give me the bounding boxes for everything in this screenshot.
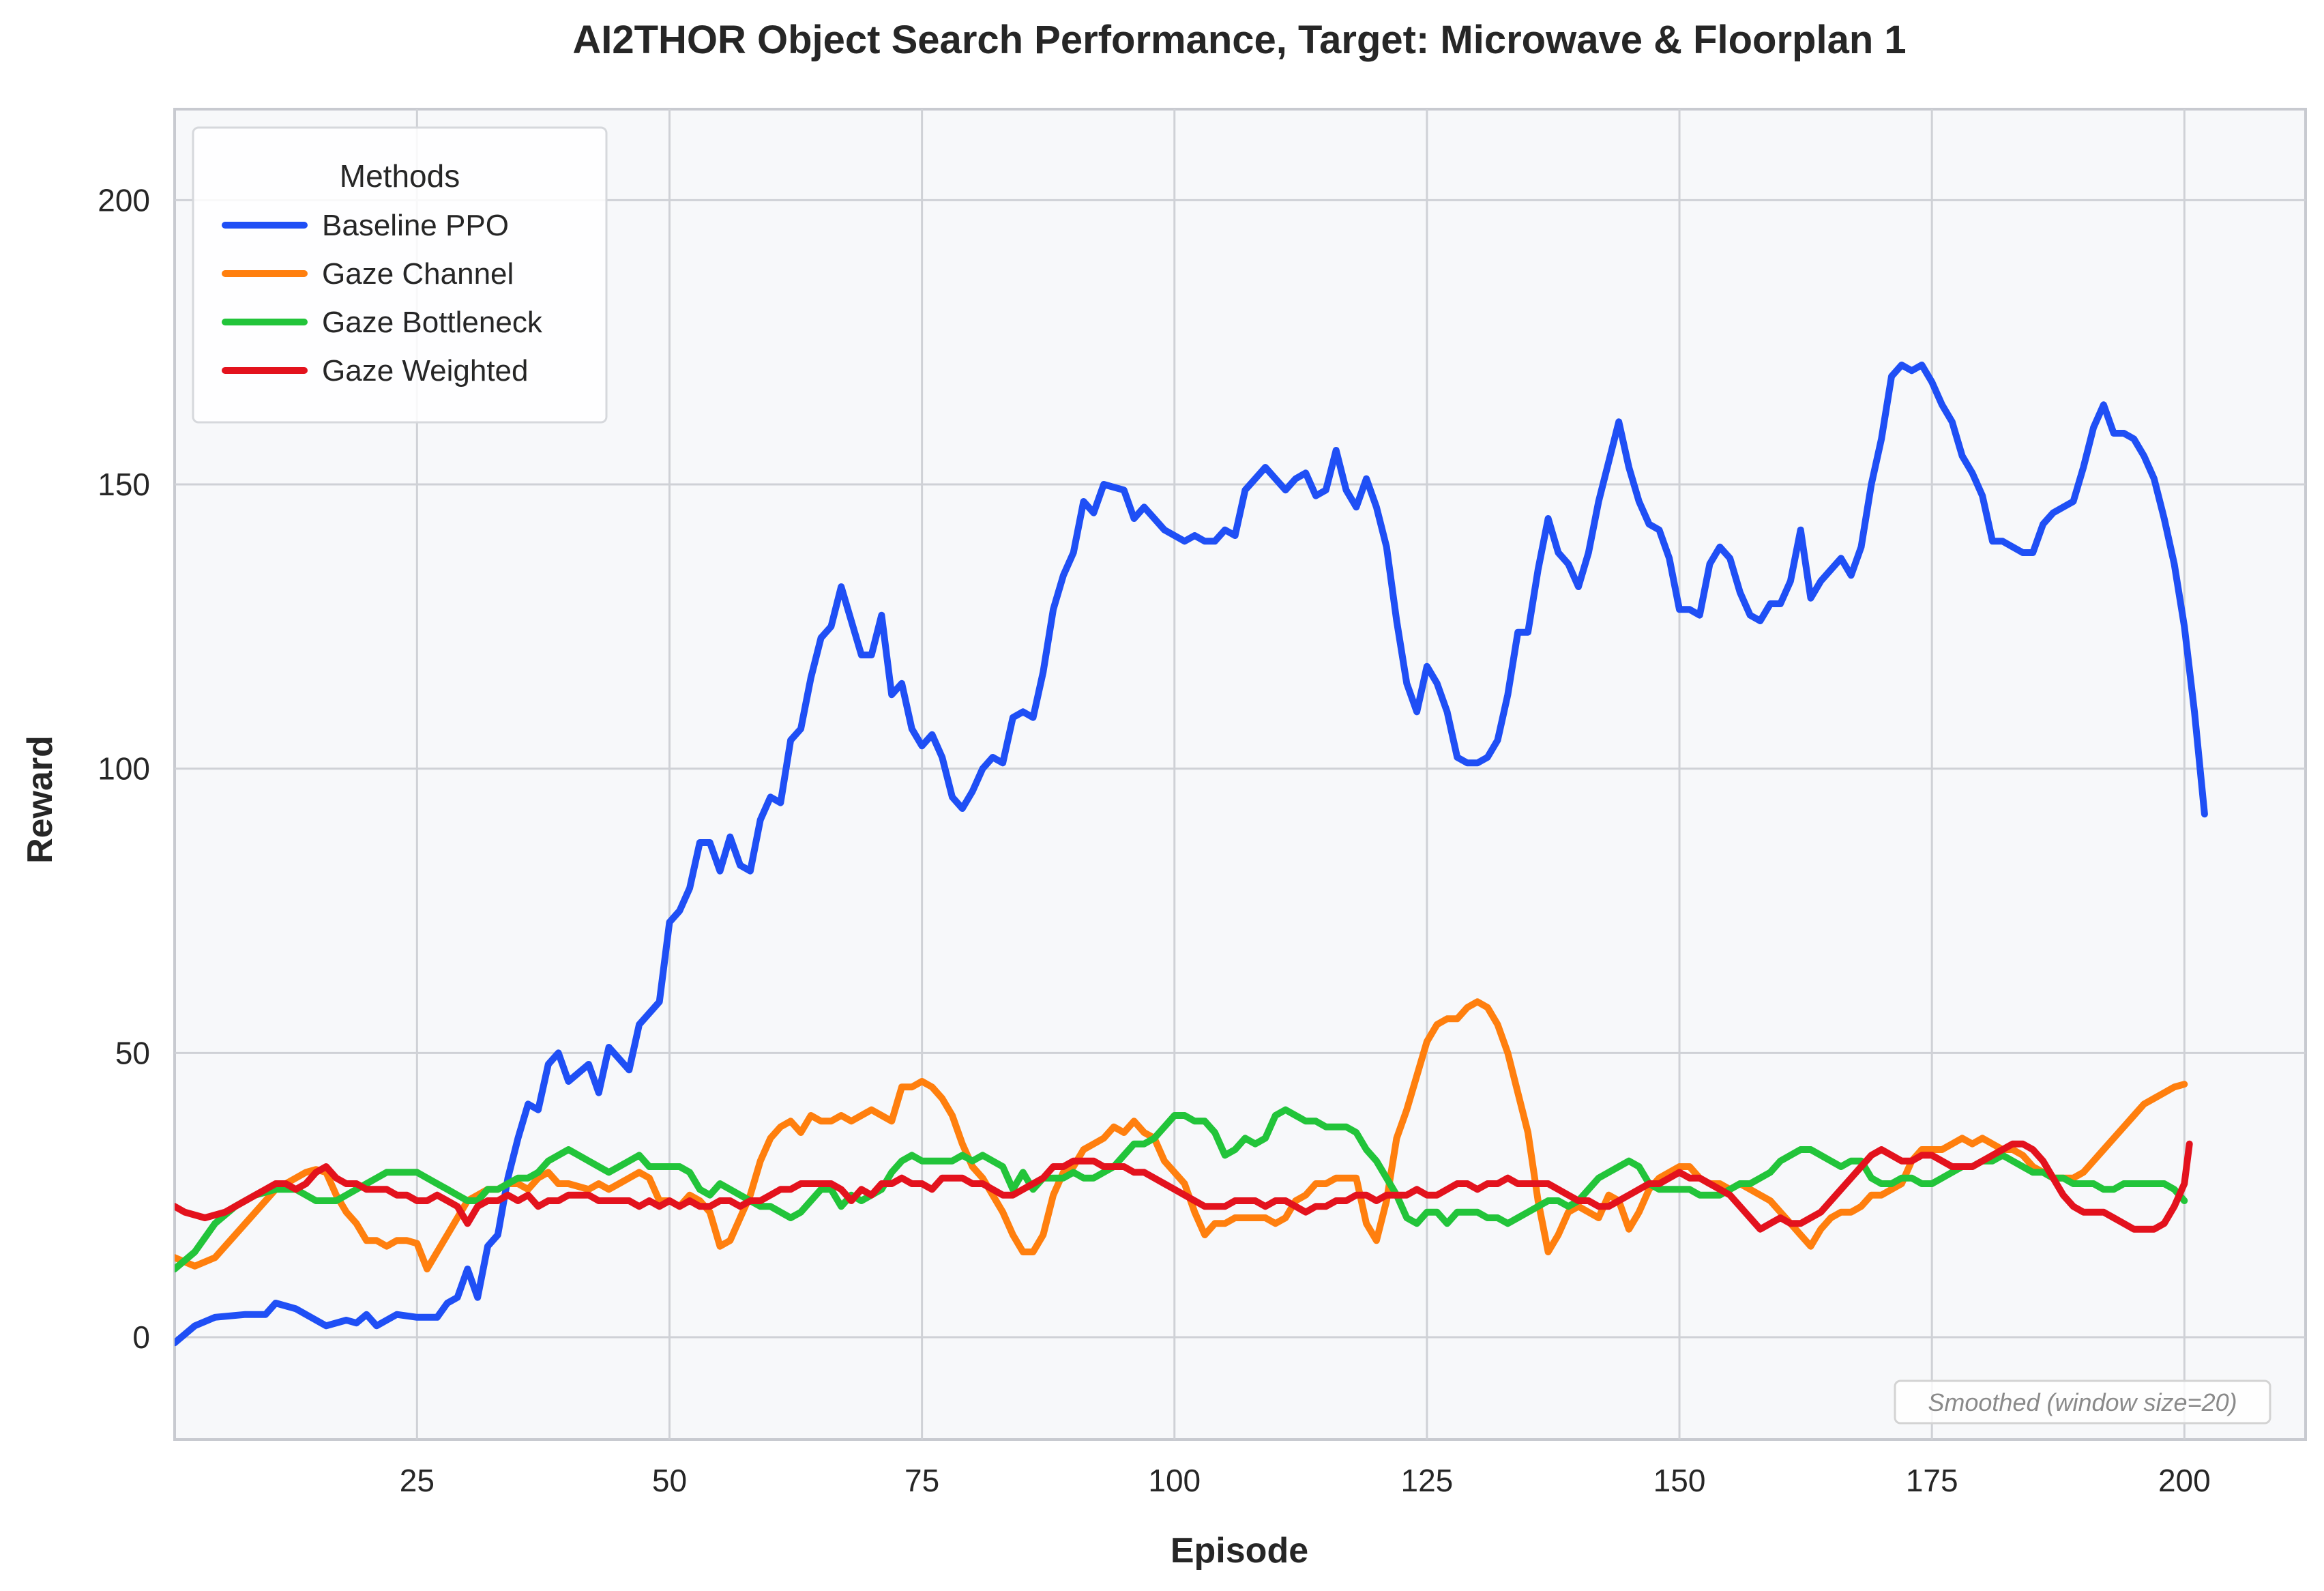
y-tick-label: 100 xyxy=(98,751,150,787)
series-line-baseline-ppo xyxy=(175,362,2208,1347)
grid-lines xyxy=(175,109,2306,1440)
series-line-gaze-bottleneck xyxy=(175,1106,2188,1272)
x-tick-label: 50 xyxy=(652,1463,687,1498)
x-tick-label: 75 xyxy=(904,1463,939,1498)
y-axis-label: Reward xyxy=(20,735,60,864)
y-tick-label: 200 xyxy=(98,182,150,218)
x-tick-label: 100 xyxy=(1148,1463,1201,1498)
x-tick-label: 125 xyxy=(1401,1463,1454,1498)
chart-title: AI2THOR Object Search Performance, Targe… xyxy=(572,18,1906,62)
x-tick-label: 25 xyxy=(400,1463,435,1498)
smoothing-note: Smoothed (window size=20) xyxy=(1894,1380,2271,1425)
legend-box xyxy=(192,126,608,424)
legend-title: Methods xyxy=(340,158,460,194)
legend: Methods Baseline PPO Gaze Channel Gaze Bot… xyxy=(192,126,608,424)
tick-labels: 25 50 75 100 125 150 175 200 0 50 100 150 200 xyxy=(98,182,2210,1498)
series-line-gaze-channel xyxy=(175,998,2188,1272)
x-tick-label: 150 xyxy=(1653,1463,1706,1498)
y-tick-label: 150 xyxy=(98,467,150,502)
smoothing-note-text: Smoothed (window size=20) xyxy=(1928,1388,2237,1416)
legend-label: Gaze Channel xyxy=(322,257,514,291)
note-box xyxy=(1894,1380,2271,1425)
y-tick-label: 0 xyxy=(132,1319,150,1355)
legend-label: Gaze Bottleneck xyxy=(322,306,543,339)
legend-label: Gaze Weighted xyxy=(322,354,528,388)
y-tick-label: 50 xyxy=(115,1035,150,1070)
x-axis-label: Episode xyxy=(1171,1531,1308,1571)
legend-label: Baseline PPO xyxy=(322,209,509,242)
x-tick-label: 200 xyxy=(2158,1463,2211,1498)
x-tick-label: 175 xyxy=(1906,1463,1958,1498)
series-line-gaze-weighted xyxy=(175,1140,2193,1233)
series-lines xyxy=(175,362,2208,1347)
